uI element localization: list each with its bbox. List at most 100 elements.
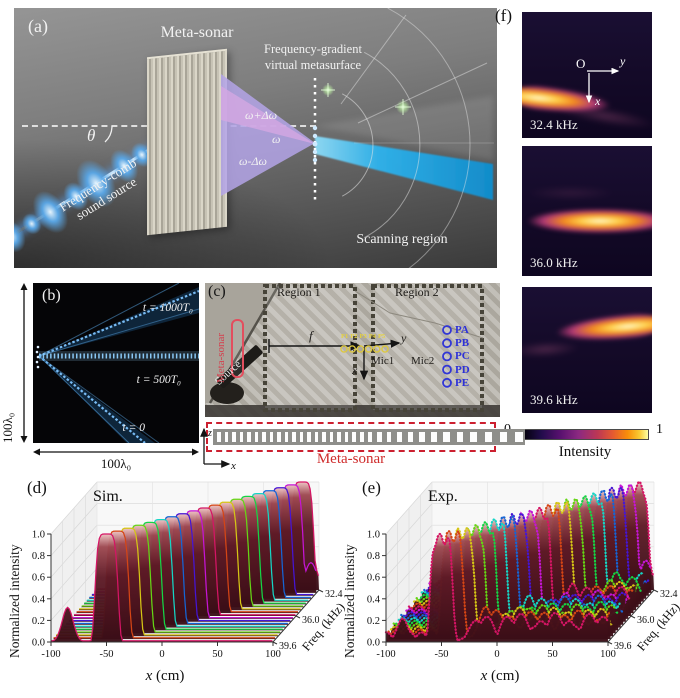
waterfall-surface: [419, 496, 642, 605]
meta-sonar-bar-box: [206, 422, 526, 452]
meta-sonar-title: Meta-sonar: [160, 24, 234, 41]
svg-text:100: 100: [265, 649, 281, 660]
region-1-box: [263, 284, 357, 412]
meta-sonar-slot: [224, 432, 228, 442]
meta-sonar-slot: [337, 432, 341, 442]
scanning-region-label: Scanning region: [356, 232, 448, 247]
t0-label: t = 0: [123, 422, 146, 434]
meta-sonar-slot: [407, 432, 413, 442]
meta-sonar-bar-caption: Meta-sonar: [316, 451, 386, 467]
freq-label: 39.6 kHz: [530, 392, 578, 407]
scan-radial-2: [340, 14, 407, 105]
x-axis-label: x: [594, 94, 601, 108]
beam-t0: [38, 355, 160, 443]
panel-d-simulation-waterfall: 0.0 0.2 0.4 0.6 0.8 1.0 -100 -50 0 50 100 39.6 36.0 3…: [5, 472, 347, 698]
waterfall-surface: [84, 496, 307, 605]
glint-star: [395, 99, 411, 115]
meta-sonar-slot: [269, 432, 273, 442]
scan-arc-3: [387, 8, 471, 268]
exp-title: Exp.: [428, 488, 458, 505]
omega-label: ω: [272, 132, 281, 146]
blue-point-circle: [442, 364, 452, 375]
yellow-point-circle: [348, 345, 356, 353]
meta-sonar-slot: [484, 432, 493, 442]
scatter-haze: [315, 96, 493, 160]
meta-sonar-slot: [456, 432, 464, 442]
svg-text:32.4: 32.4: [325, 589, 343, 600]
y-axis-title: Normalized intensity: [342, 544, 357, 658]
panel-b-y-extent-arrow: [20, 283, 28, 443]
panel-a-artwork: [104, 8, 494, 268]
yellow-point-circle: [372, 345, 381, 353]
yellow-point-label: P4: [368, 333, 376, 340]
blue-point-label: PE: [455, 376, 470, 389]
svg-text:36.0: 36.0: [302, 615, 320, 626]
mic2-label: Mic2: [411, 355, 435, 367]
waterfall-surface: [416, 499, 639, 608]
z-axis-label: z: [207, 428, 212, 439]
svg-text:0.6: 0.6: [32, 573, 45, 584]
meta-sonar-slot: [352, 432, 356, 442]
meta-sonar-slot: [470, 432, 478, 442]
meta-sonar-vertical-label: Meta-sonar: [215, 332, 227, 383]
theta-label: θ: [87, 126, 96, 145]
source-speaker: [210, 382, 244, 404]
panel-e-label: (e): [362, 478, 381, 497]
x-axis-label: x: [230, 460, 236, 472]
panel-a-label: (a): [28, 16, 48, 36]
colorbar-title: Intensity: [558, 444, 612, 460]
yellow-point-circle: [381, 345, 389, 353]
svg-text:0.0: 0.0: [367, 638, 380, 649]
meta-sonar-slot: [499, 432, 508, 442]
svg-text:0: 0: [159, 649, 164, 660]
x-axis-title: x (cm): [145, 668, 185, 684]
svg-text:-100: -100: [376, 649, 395, 660]
colorbar-max-label: 1: [656, 422, 663, 437]
meta-sonar-slot: [307, 432, 311, 442]
source-bar: [216, 345, 263, 388]
meta-sonar-slot: [277, 432, 281, 442]
meta-sonar-slot: [314, 432, 318, 442]
panel-b-label: (b): [42, 287, 61, 304]
panel-c-experiment-photo: (c) Region 1 Region 2 Source Meta-sonar …: [205, 283, 500, 417]
yellow-point-label: P3: [359, 333, 367, 340]
meta-sonar-slot: [232, 432, 236, 442]
waterfall-surface: [81, 499, 304, 608]
panel-c-annotations: [205, 283, 500, 417]
blue-point-label: PB: [455, 337, 470, 350]
meta-sonar-slot: [322, 432, 326, 442]
meta-sonar-slot: [217, 432, 221, 442]
svg-text:0.4: 0.4: [367, 594, 381, 605]
meta-sonar-slot: [386, 432, 392, 442]
panel-b-x-axis-label: 100λ₀: [100, 456, 132, 471]
blue-point-circle: [442, 351, 452, 362]
faint-side-beam: [528, 185, 633, 201]
svg-text:100: 100: [600, 649, 616, 660]
meta-sonar-slot: [359, 432, 364, 442]
svg-text:36.0: 36.0: [637, 615, 655, 626]
svg-text:0.0: 0.0: [32, 638, 45, 649]
y-axis-label: y: [401, 331, 407, 345]
waterfall-surface: [401, 516, 624, 625]
region-2-label: Region 2: [395, 285, 439, 299]
svg-text:0.4: 0.4: [32, 594, 46, 605]
svg-text:39.6: 39.6: [614, 641, 632, 652]
panel-f-label: (f): [495, 6, 512, 25]
svg-text:39.6: 39.6: [279, 641, 297, 652]
source-aperture-dots: [35, 345, 40, 369]
yellow-point-label: P2: [350, 333, 358, 340]
svg-text:0.6: 0.6: [367, 573, 380, 584]
yellow-point-circle: [340, 345, 348, 353]
waterfall-surface: [51, 534, 273, 642]
field-map-axes: O y x: [576, 54, 626, 108]
svg-text:32.4: 32.4: [660, 589, 678, 600]
meta-sonar-slot: [239, 432, 243, 442]
svg-text:0.8: 0.8: [367, 551, 380, 562]
metasurface-caption: Frequency-gradient virtual metasurface: [258, 42, 368, 73]
scan-radial-1: [357, 62, 488, 124]
scan-arc-1: [341, 93, 374, 197]
svg-text:0.2: 0.2: [367, 616, 380, 627]
panel-d-label: (d): [27, 478, 47, 497]
